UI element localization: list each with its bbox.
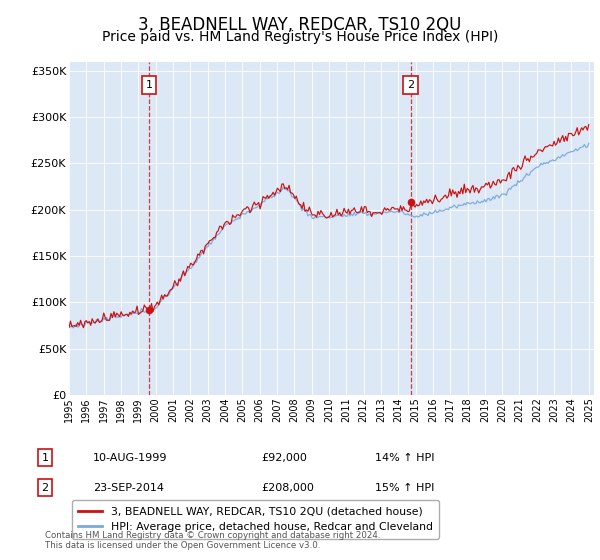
- Text: Price paid vs. HM Land Registry's House Price Index (HPI): Price paid vs. HM Land Registry's House …: [102, 30, 498, 44]
- Text: £208,000: £208,000: [261, 483, 314, 493]
- Text: 1: 1: [41, 452, 49, 463]
- Text: 15% ↑ HPI: 15% ↑ HPI: [375, 483, 434, 493]
- Text: 1: 1: [146, 80, 152, 90]
- Text: 14% ↑ HPI: 14% ↑ HPI: [375, 452, 434, 463]
- Text: 3, BEADNELL WAY, REDCAR, TS10 2QU: 3, BEADNELL WAY, REDCAR, TS10 2QU: [139, 16, 461, 34]
- Text: 10-AUG-1999: 10-AUG-1999: [93, 452, 167, 463]
- Text: £92,000: £92,000: [261, 452, 307, 463]
- Text: 2: 2: [41, 483, 49, 493]
- Text: Contains HM Land Registry data © Crown copyright and database right 2024.
This d: Contains HM Land Registry data © Crown c…: [45, 530, 380, 550]
- Text: 23-SEP-2014: 23-SEP-2014: [93, 483, 164, 493]
- Legend: 3, BEADNELL WAY, REDCAR, TS10 2QU (detached house), HPI: Average price, detached: 3, BEADNELL WAY, REDCAR, TS10 2QU (detac…: [72, 500, 439, 539]
- Text: 2: 2: [407, 80, 415, 90]
